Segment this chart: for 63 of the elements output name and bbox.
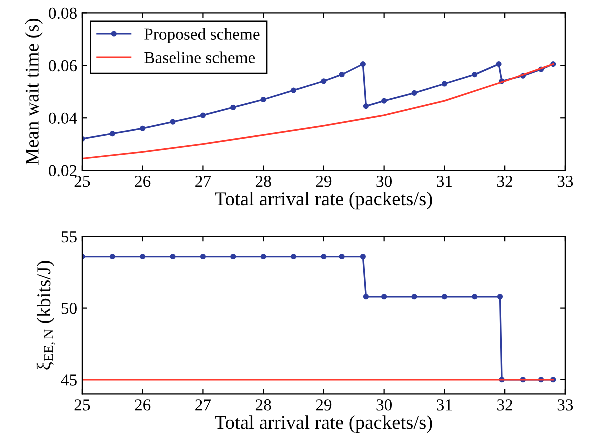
point (382, 294, 388, 300)
point (170, 119, 176, 125)
x-tick-label: 26 (135, 176, 151, 188)
point (442, 81, 448, 87)
x-tick-label: 28 (256, 176, 272, 188)
point (200, 112, 206, 118)
point (140, 254, 146, 260)
x-tick-label: 30 (376, 400, 392, 411)
point (230, 254, 236, 260)
point (290, 254, 297, 260)
x-tick-label: 27 (196, 176, 212, 188)
point (110, 254, 116, 260)
point (230, 104, 236, 110)
point (382, 98, 388, 104)
y-tick-label: 55 (62, 232, 77, 243)
y-tick-label: 0.08 (49, 8, 77, 20)
point (363, 294, 369, 300)
legend-label: Proposed scheme (144, 28, 260, 44)
point (260, 254, 266, 260)
point (140, 126, 146, 132)
point (339, 72, 345, 78)
x-tick-label: 33 (558, 176, 574, 188)
y-tick-label: 45 (61, 374, 77, 386)
x-tick-label: 28 (256, 400, 272, 411)
point (363, 104, 369, 110)
x-tick-label: 27 (196, 400, 212, 411)
x-axis-title: Total arrival rate (packets/s) (215, 192, 432, 210)
x-axis-title: Total arrival rate (packets/s) (215, 416, 432, 434)
y-axis-title: Mean wait time (s) (25, 19, 43, 166)
point (290, 88, 297, 94)
y-axis-title: ξ$_{EE,N}$ (kbits/J) (36, 261, 56, 370)
point (497, 294, 504, 300)
point (200, 254, 206, 260)
point (442, 294, 448, 300)
x-tick-label: 31 (437, 400, 452, 411)
point (170, 254, 176, 260)
x-tick-label: 33 (558, 400, 574, 411)
point (472, 294, 478, 300)
point (360, 62, 366, 68)
point (496, 62, 502, 68)
x-tick-label: 25 (74, 400, 90, 411)
x-tick-label: 30 (376, 176, 392, 188)
point (360, 254, 366, 260)
point (110, 131, 116, 137)
point (412, 294, 418, 300)
point (260, 96, 266, 103)
point (472, 72, 478, 78)
y-tick-label: 0.06 (49, 60, 78, 72)
point (321, 78, 327, 84)
x-tick-label: 29 (316, 400, 332, 411)
x-tick-label: 31 (437, 176, 452, 188)
x-tick-label: 26 (135, 400, 151, 411)
x-tick-label: 32 (498, 176, 512, 188)
x-tick-label: 29 (316, 176, 332, 188)
y-tick-label: 0.04 (49, 112, 78, 124)
legend-label: Baseline scheme (144, 52, 256, 64)
point (321, 254, 327, 260)
point (412, 90, 418, 96)
x-tick-label: 32 (498, 400, 512, 411)
y-tick-label: 50 (62, 303, 77, 314)
point (339, 254, 345, 260)
y-tick-label: 0.02 (49, 165, 77, 177)
x-tick-label: 25 (74, 176, 90, 188)
